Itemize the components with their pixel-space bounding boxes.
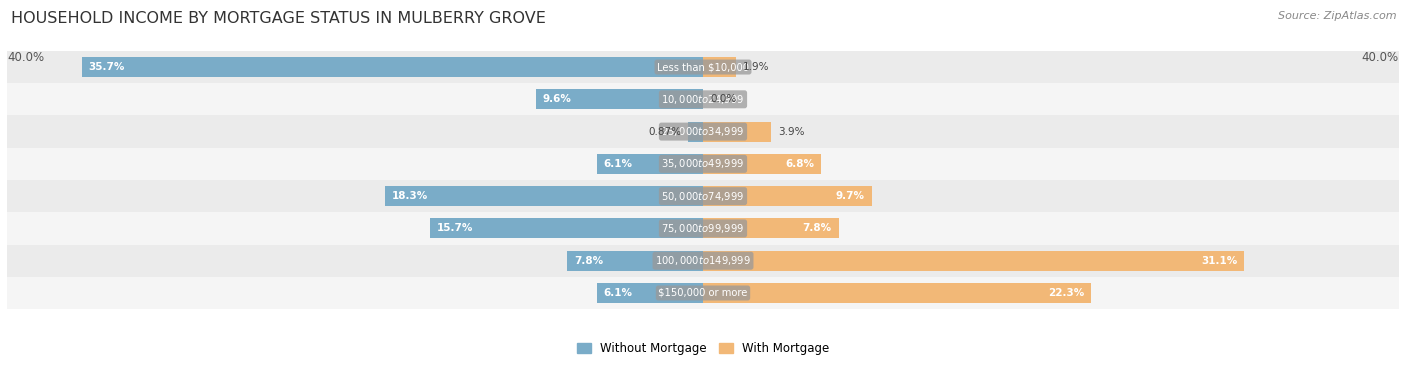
Text: $25,000 to $34,999: $25,000 to $34,999 bbox=[661, 125, 745, 138]
Bar bbox=[703, 154, 821, 174]
Bar bbox=[7, 180, 1399, 212]
Bar bbox=[7, 277, 1399, 309]
Text: 6.8%: 6.8% bbox=[786, 159, 814, 169]
Bar bbox=[703, 283, 1091, 303]
Text: 0.87%: 0.87% bbox=[648, 127, 681, 136]
Text: $10,000 to $24,999: $10,000 to $24,999 bbox=[661, 93, 745, 106]
Bar bbox=[7, 245, 1399, 277]
Text: 9.6%: 9.6% bbox=[543, 94, 572, 104]
Bar bbox=[703, 251, 1244, 271]
Text: 7.8%: 7.8% bbox=[574, 256, 603, 266]
Bar bbox=[703, 57, 737, 77]
Bar bbox=[385, 186, 703, 206]
Text: Source: ZipAtlas.com: Source: ZipAtlas.com bbox=[1278, 11, 1396, 21]
Bar bbox=[7, 115, 1399, 148]
Text: 3.9%: 3.9% bbox=[778, 127, 804, 136]
Bar bbox=[598, 154, 703, 174]
Bar bbox=[536, 89, 703, 109]
Text: $150,000 or more: $150,000 or more bbox=[658, 288, 748, 298]
Text: 31.1%: 31.1% bbox=[1201, 256, 1237, 266]
Bar bbox=[567, 251, 703, 271]
Bar bbox=[7, 148, 1399, 180]
Bar bbox=[7, 51, 1399, 83]
Text: 7.8%: 7.8% bbox=[803, 224, 832, 233]
Text: $75,000 to $99,999: $75,000 to $99,999 bbox=[661, 222, 745, 235]
Text: 6.1%: 6.1% bbox=[603, 288, 633, 298]
Text: $50,000 to $74,999: $50,000 to $74,999 bbox=[661, 190, 745, 203]
Text: 15.7%: 15.7% bbox=[437, 224, 474, 233]
Text: 18.3%: 18.3% bbox=[391, 191, 427, 201]
Text: $35,000 to $49,999: $35,000 to $49,999 bbox=[661, 157, 745, 170]
Legend: Without Mortgage, With Mortgage: Without Mortgage, With Mortgage bbox=[572, 338, 834, 360]
Text: 40.0%: 40.0% bbox=[1362, 51, 1399, 64]
Bar bbox=[7, 83, 1399, 115]
Bar bbox=[703, 218, 839, 238]
Text: Less than $10,000: Less than $10,000 bbox=[657, 62, 749, 72]
Bar bbox=[688, 122, 703, 142]
Text: HOUSEHOLD INCOME BY MORTGAGE STATUS IN MULBERRY GROVE: HOUSEHOLD INCOME BY MORTGAGE STATUS IN M… bbox=[11, 11, 546, 26]
Bar bbox=[430, 218, 703, 238]
Bar bbox=[7, 212, 1399, 245]
Text: 9.7%: 9.7% bbox=[835, 191, 865, 201]
Text: 35.7%: 35.7% bbox=[89, 62, 125, 72]
Bar bbox=[703, 186, 872, 206]
Text: 6.1%: 6.1% bbox=[603, 159, 633, 169]
Text: 0.0%: 0.0% bbox=[710, 94, 737, 104]
Bar bbox=[703, 122, 770, 142]
Text: $100,000 to $149,999: $100,000 to $149,999 bbox=[655, 254, 751, 267]
Bar bbox=[82, 57, 703, 77]
Text: 22.3%: 22.3% bbox=[1047, 288, 1084, 298]
Text: 1.9%: 1.9% bbox=[742, 62, 769, 72]
Text: 40.0%: 40.0% bbox=[7, 51, 44, 64]
Bar bbox=[598, 283, 703, 303]
